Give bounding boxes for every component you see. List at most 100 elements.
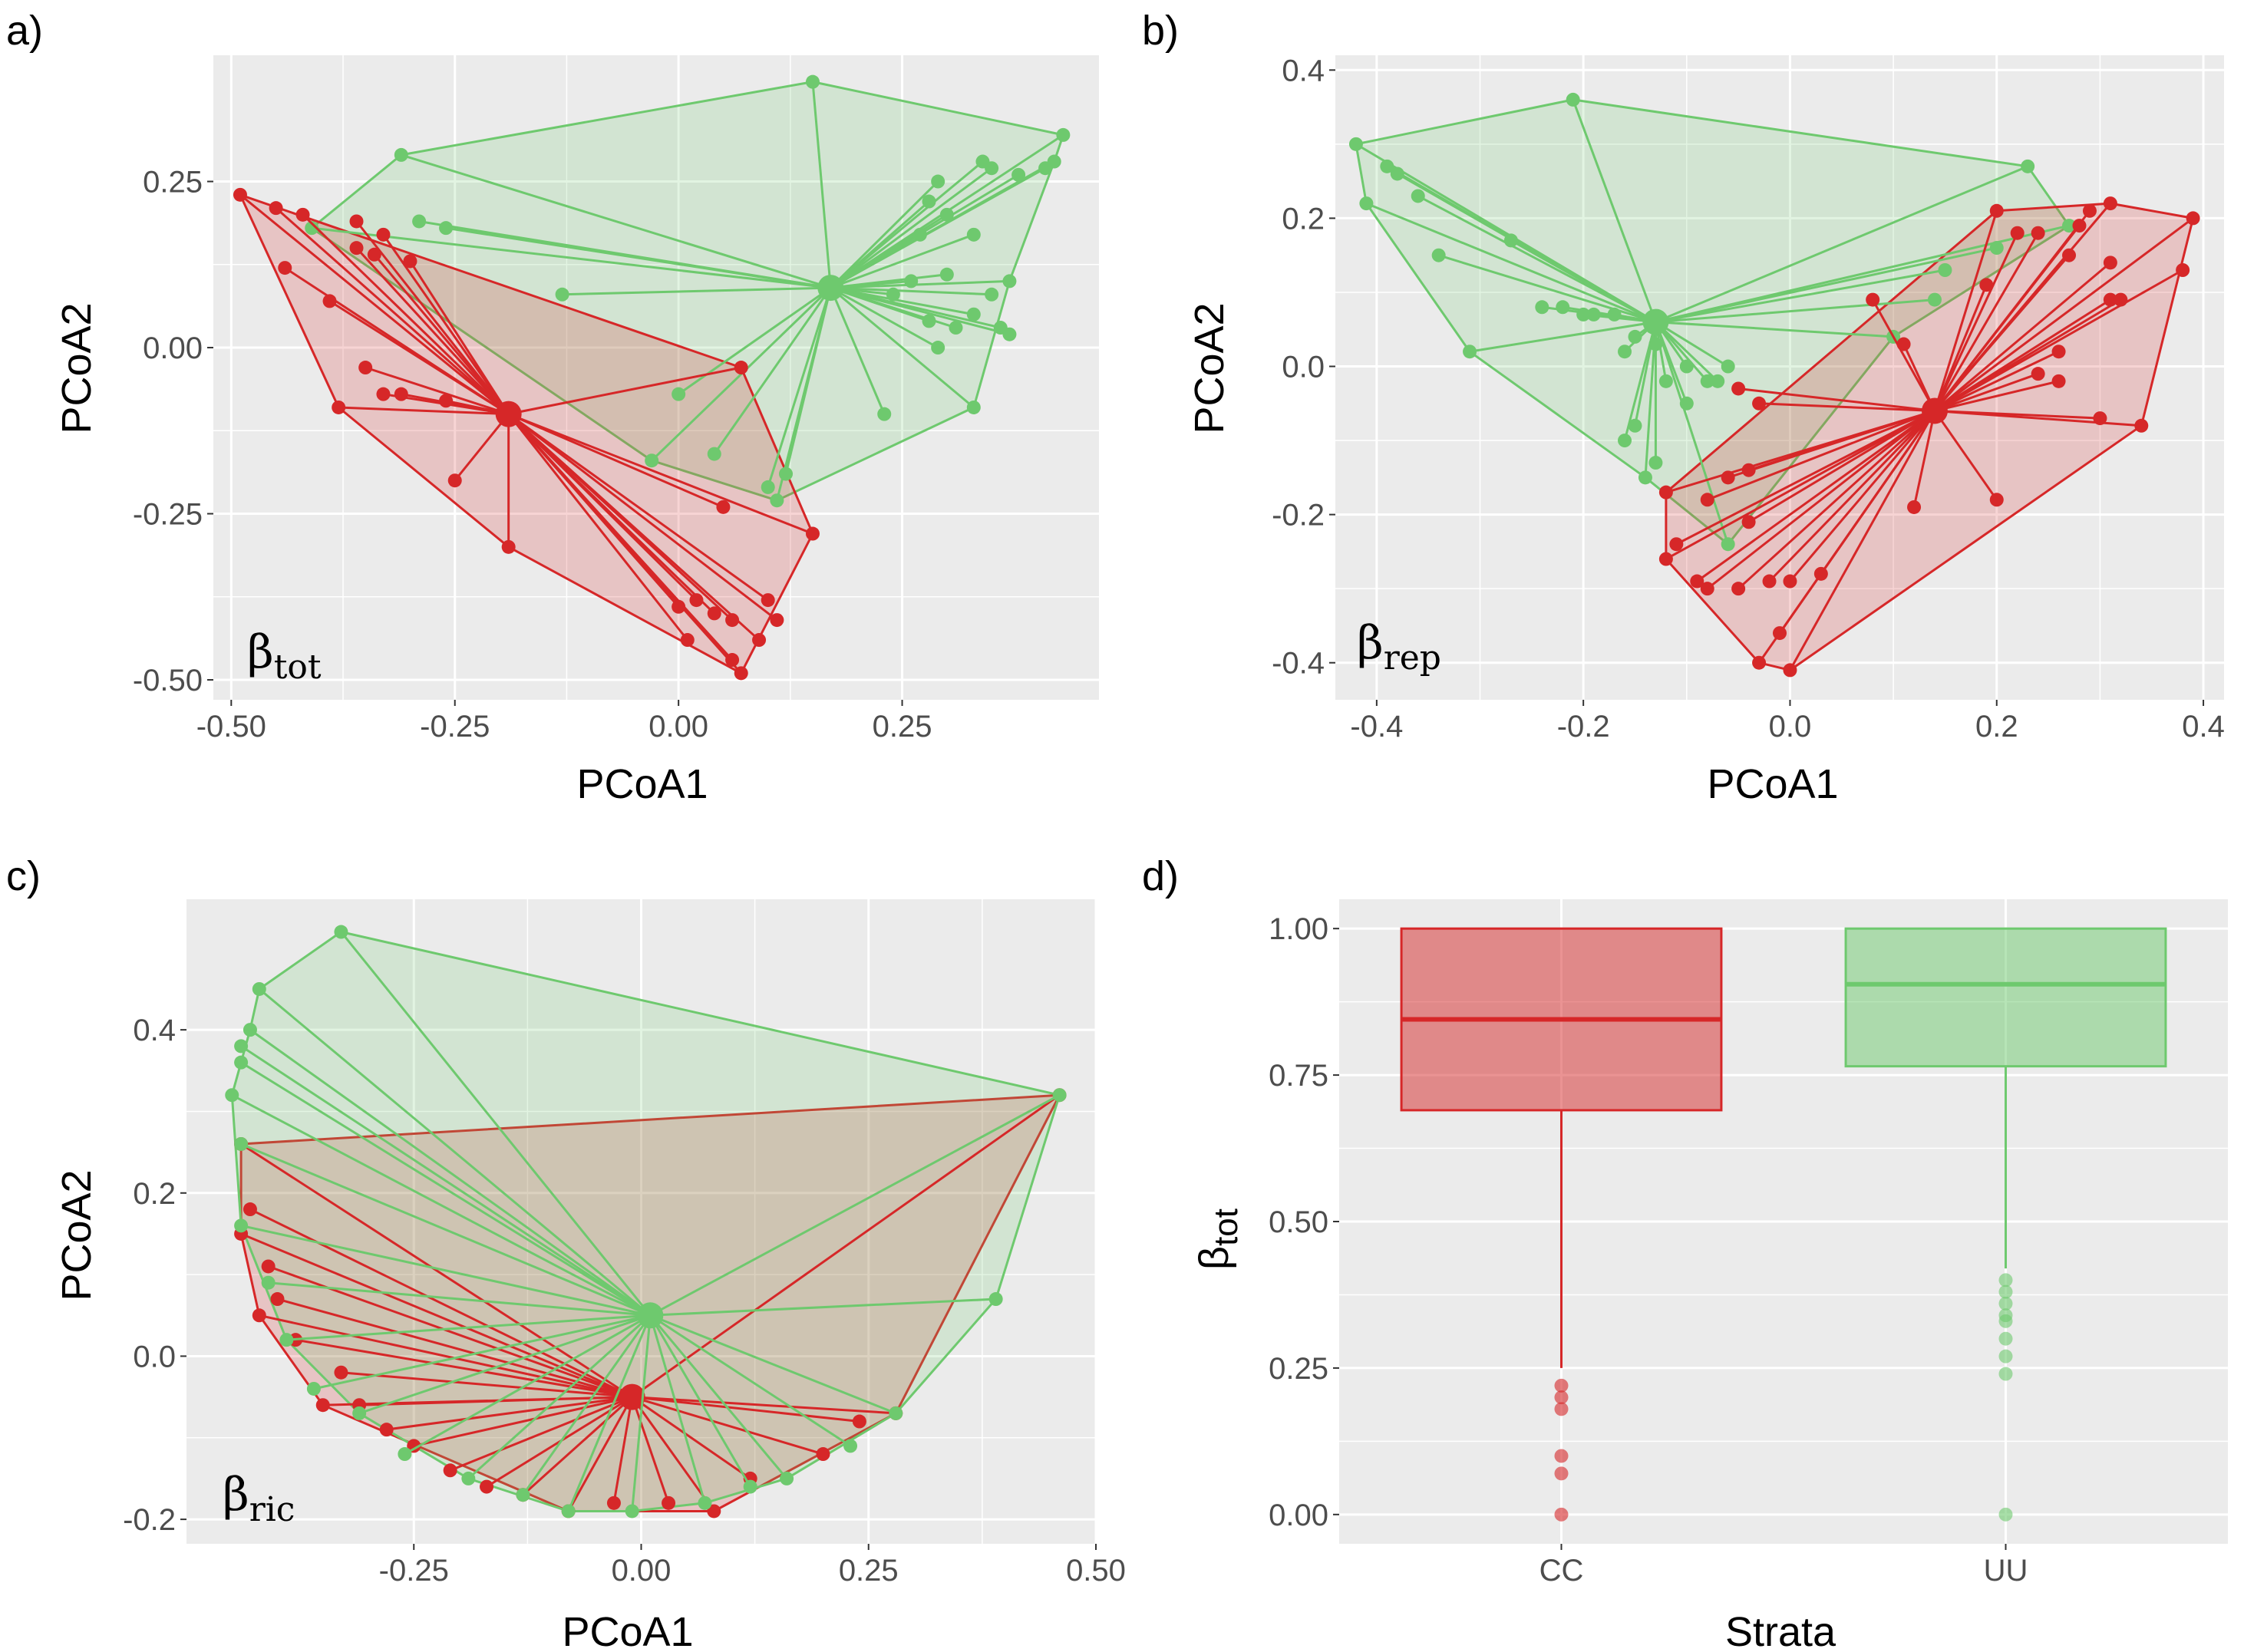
spider-line-uu-a	[312, 226, 831, 289]
spider-line-uu-b	[1655, 246, 1998, 324]
tick-label-x-d: CC	[1539, 1554, 1584, 1588]
annotation-c-sub: ric	[249, 1490, 295, 1529]
point-cc-c	[443, 1463, 457, 1478]
point-uu-a	[761, 480, 775, 494]
spider-line-cc-b	[1789, 410, 1936, 671]
panel-label-a: a)	[6, 8, 43, 54]
point-uu-c	[1052, 1088, 1067, 1103]
outlier-uu	[1998, 1273, 2013, 1288]
tick-label-y-c: 0.2	[133, 1177, 176, 1211]
spider-line-uu-c	[340, 931, 652, 1317]
point-cc-b	[2051, 374, 2066, 388]
spider-line-cc-b	[1737, 410, 1935, 590]
point-uu-a	[412, 214, 427, 229]
spider-line-cc-b	[1912, 411, 1936, 508]
point-uu-a	[939, 207, 954, 222]
point-uu-b	[1648, 337, 1663, 351]
spider-line-uu-c	[522, 1314, 652, 1496]
spider-line-uu-c	[240, 1061, 652, 1317]
spider-line-cc-b	[1768, 410, 1936, 582]
point-uu-c	[234, 1039, 249, 1054]
tick-label-x-a: 0.00	[648, 710, 708, 744]
point-uu-c	[352, 1406, 367, 1420]
spider-line-cc-a	[508, 366, 742, 416]
point-cc-a	[269, 201, 283, 216]
point-uu-b	[1989, 241, 2004, 256]
point-uu-c	[889, 1406, 903, 1420]
point-cc-b	[2103, 292, 2117, 307]
point-uu-a	[966, 227, 981, 242]
point-cc-c	[816, 1447, 830, 1462]
point-cc-b	[1762, 574, 1777, 589]
spider-line-uu-b	[1655, 321, 1719, 382]
tick-label-y-d: 0.75	[1269, 1059, 1328, 1093]
point-uu-c	[234, 1136, 249, 1151]
point-cc-b	[1721, 470, 1735, 485]
point-uu-a	[1011, 167, 1026, 182]
point-uu-c	[279, 1333, 294, 1347]
point-cc-c	[407, 1439, 421, 1453]
y-axis-title-d-symbol: β	[1191, 1246, 1237, 1270]
spider-line-uu-c	[649, 1314, 788, 1479]
point-uu-b	[2062, 219, 2077, 233]
point-cc-a	[752, 633, 767, 648]
point-cc-b	[1741, 463, 1756, 477]
spider-line-cc-c	[632, 1396, 860, 1423]
point-cc-b	[1700, 493, 1714, 507]
tick-label-x-d: UU	[1984, 1554, 2028, 1588]
tick-label-y-c: -0.2	[123, 1503, 176, 1537]
panel-background-a	[213, 55, 1099, 700]
annotation-c-symbol: β	[223, 1468, 249, 1522]
point-cc-b	[1783, 663, 1797, 678]
spider-line-cc-c	[631, 1396, 751, 1480]
spider-line-cc-a	[508, 413, 724, 509]
centroid-uu-c	[637, 1302, 664, 1329]
point-uu-c	[261, 1275, 276, 1290]
point-uu-b	[1348, 137, 1363, 151]
point-cc-c	[243, 1202, 257, 1217]
spider-line-cc-a	[507, 413, 734, 661]
annotation-a: βtot	[247, 625, 322, 687]
tick-label-y-c: 0.0	[133, 1340, 176, 1373]
point-cc-b	[1773, 626, 1787, 641]
spider-line-uu-c	[649, 1093, 1061, 1317]
x-axis-title-d: Strata	[1725, 1609, 1836, 1652]
point-uu-a	[305, 221, 319, 236]
spider-line-cc-b	[1820, 410, 1936, 575]
y-axis-title-d-sub: tot	[1207, 1208, 1245, 1246]
x-axis-title-c: PCoA1	[562, 1609, 693, 1652]
point-cc-b	[1731, 381, 1746, 396]
point-uu-a	[672, 387, 686, 401]
spider-line-uu-a	[830, 200, 930, 289]
point-cc-b	[1752, 396, 1767, 411]
spider-line-cc-a	[507, 413, 769, 602]
spider-line-cc-a	[328, 300, 510, 415]
tick-label-x-b: -0.2	[1557, 710, 1610, 744]
point-cc-b	[2103, 196, 2117, 211]
point-cc-b	[1752, 655, 1767, 670]
tick-label-x-a: 0.25	[873, 710, 932, 744]
point-uu-c	[306, 1381, 321, 1396]
point-uu-b	[1463, 345, 1477, 359]
point-uu-a	[904, 274, 919, 289]
spider-line-uu-a	[830, 286, 1010, 336]
spider-line-uu-c	[358, 1314, 651, 1415]
spider-line-uu-a	[830, 279, 912, 289]
centroid-cc-a	[495, 401, 522, 427]
spider-line-uu-b	[1655, 321, 1688, 404]
spider-line-cc-c	[341, 1371, 632, 1399]
spider-line-uu-a	[830, 286, 975, 409]
box-uu	[1844, 927, 2167, 1068]
point-cc-a	[716, 500, 731, 514]
point-cc-a	[707, 606, 721, 621]
point-cc-a	[367, 247, 381, 262]
point-cc-a	[447, 473, 462, 488]
spider-line-cc-a	[507, 413, 778, 622]
point-cc-a	[349, 241, 364, 256]
spider-line-cc-b	[1934, 350, 2060, 412]
spider-line-cc-b	[1696, 410, 1935, 582]
spider-line-cc-b	[1933, 254, 2071, 412]
spider-line-cc-c	[413, 1396, 632, 1447]
panel-b: b) -0.4 -0.2 0.0 0.2 0.4 -0.4 -0.2 0.0 0.2 0.4 βr…	[1142, 8, 2225, 807]
point-uu-a	[805, 74, 820, 89]
